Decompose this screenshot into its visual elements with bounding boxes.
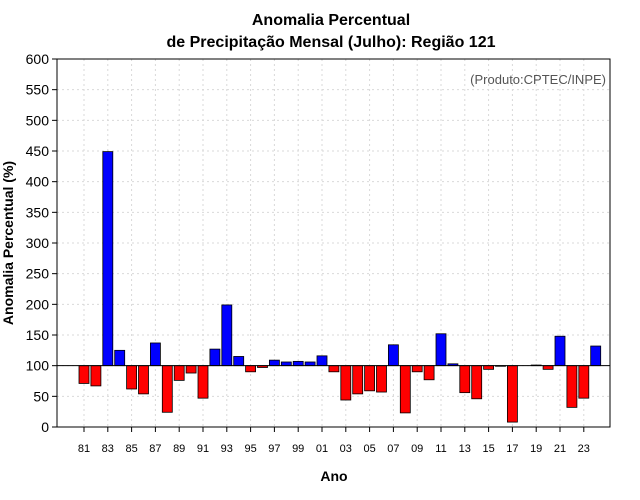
bar-10 (423, 365, 435, 381)
bar-81 (78, 365, 90, 384)
bar-00 (304, 361, 316, 367)
x-tick-label: 15 (482, 443, 494, 455)
bar-87 (149, 342, 161, 367)
x-tick-label: 19 (530, 443, 542, 455)
bar-01 (316, 355, 328, 367)
y-tick-label: 300 (26, 235, 50, 251)
chart-title-line2: de Precipitação Mensal (Julho): Região 1… (167, 34, 496, 51)
y-tick-label: 50 (33, 388, 49, 404)
y-tick-label: 350 (26, 204, 50, 220)
bar-02 (328, 365, 340, 373)
bar-95 (245, 365, 257, 373)
x-tick-label: 17 (506, 443, 518, 455)
x-tick-label: 23 (578, 443, 590, 455)
x-tick-label: 09 (411, 443, 423, 455)
bar-15 (483, 365, 495, 370)
x-tick-label: 81 (78, 443, 90, 455)
x-tick-label: 99 (292, 443, 304, 455)
x-tick-label: 87 (149, 443, 161, 455)
x-tick-label: 03 (340, 443, 352, 455)
y-tick-label: 100 (26, 358, 50, 374)
bar-85 (126, 365, 137, 390)
bar-97 (268, 359, 280, 367)
bar-89 (173, 365, 185, 381)
y-axis-label: Anomalia Percentual (%) (0, 161, 16, 325)
y-tick-label: 0 (41, 419, 49, 435)
chart-title-line1: Anomalia Percentual (252, 12, 410, 29)
bar-21 (554, 335, 566, 367)
bar-23 (578, 365, 590, 399)
y-tick-label: 450 (26, 143, 50, 159)
x-axis-label: Ano (320, 468, 347, 484)
bar-92 (209, 348, 221, 367)
bar-84 (114, 349, 126, 367)
bar-06 (376, 365, 387, 393)
x-tick-label: 89 (173, 443, 185, 455)
x-tick-label: 93 (221, 443, 233, 455)
x-tick-label: 07 (387, 443, 399, 455)
bar-43 (590, 345, 602, 367)
y-tick-label: 150 (26, 327, 50, 343)
x-tick-label: 13 (459, 443, 471, 455)
bar-09 (411, 365, 423, 373)
bar-11 (435, 333, 447, 367)
credit-label: (Produto:CPTEC/INPE) (470, 72, 606, 87)
bar-07 (387, 344, 399, 367)
y-tick-label: 250 (26, 266, 50, 282)
bar-17 (506, 365, 518, 423)
y-tick-label: 550 (26, 82, 50, 98)
bar-82 (90, 365, 102, 387)
bar-22 (566, 365, 578, 408)
bar-20 (542, 365, 554, 370)
x-tick-label: 91 (197, 443, 209, 455)
bar-83 (102, 151, 114, 367)
x-tick-label: 85 (125, 443, 137, 455)
bar-98 (280, 361, 292, 367)
bar-13 (459, 365, 471, 394)
bar-08 (399, 365, 411, 414)
bar-91 (197, 365, 209, 399)
bar-04 (352, 365, 364, 395)
bar-14 (471, 365, 483, 400)
bars (78, 151, 602, 423)
bar-03 (340, 365, 352, 401)
y-tick-label: 400 (26, 174, 50, 190)
x-tick-label: 01 (316, 443, 328, 455)
y-tick-label: 600 (26, 51, 50, 67)
x-tick-label: 83 (102, 443, 114, 455)
bar-99 (292, 360, 304, 367)
x-tick-label: 95 (244, 443, 256, 455)
x-tick-label: 97 (268, 443, 280, 455)
x-tick-label: 11 (435, 443, 446, 455)
bar-05 (364, 365, 376, 392)
x-tick-label: 05 (363, 443, 375, 455)
bar-93 (221, 304, 233, 367)
x-tick-label: 21 (554, 443, 566, 455)
y-tick-label: 200 (26, 296, 50, 312)
bar-88 (161, 365, 173, 413)
y-tick-label: 500 (26, 112, 50, 128)
bar-90 (185, 365, 197, 374)
bar-94 (233, 356, 245, 367)
bar-86 (138, 365, 149, 395)
